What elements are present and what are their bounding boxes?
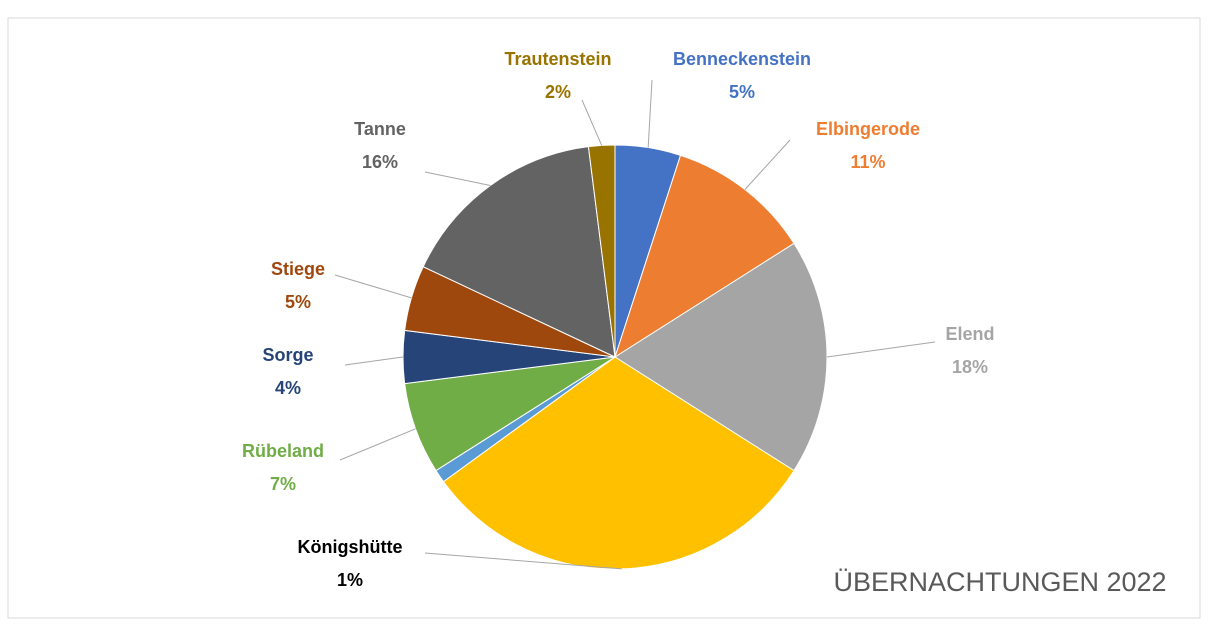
slice-label: Trautenstein [504,49,611,69]
slice-value-label: 16% [362,152,398,172]
slice-value-label: 1% [337,570,363,590]
leader-line [581,99,603,146]
slice-value-label: 2% [545,82,571,102]
chart-title: ÜBERNACHTUNGEN 2022 [833,567,1166,597]
pie-slice [614,154,795,359]
slice-label: Königshütte [298,537,403,557]
slice-label: Hasselfelde [564,454,664,474]
slice-label: Benneckenstein [673,49,811,69]
slice-value-label: 7% [270,474,296,494]
slice-value-label: 18% [952,357,988,377]
leader-line [424,171,491,186]
leader-line [744,139,791,190]
slice-value-label: 5% [285,292,311,312]
slice-label: Sorge [262,345,313,365]
slice-value-label: 31% [596,487,632,507]
pie-slice [422,146,616,358]
leader-line [339,428,416,461]
slice-value-label: 4% [275,378,301,398]
pie-slice [587,144,616,358]
slice-value-label: 11% [850,152,885,172]
pie-slice [614,242,828,472]
slice-label: Rübeland [242,441,324,461]
slice-label: Elend [945,324,994,344]
leader-line [826,341,936,358]
slice-label: Tanne [354,119,406,139]
leader-line [334,274,412,299]
slice-value-label: 5% [729,82,755,102]
slice-label: Elbingerode [816,119,920,139]
leader-line [424,552,622,570]
leader-line [344,356,404,366]
slice-label: Stiege [271,259,325,279]
leader-line [647,79,653,148]
